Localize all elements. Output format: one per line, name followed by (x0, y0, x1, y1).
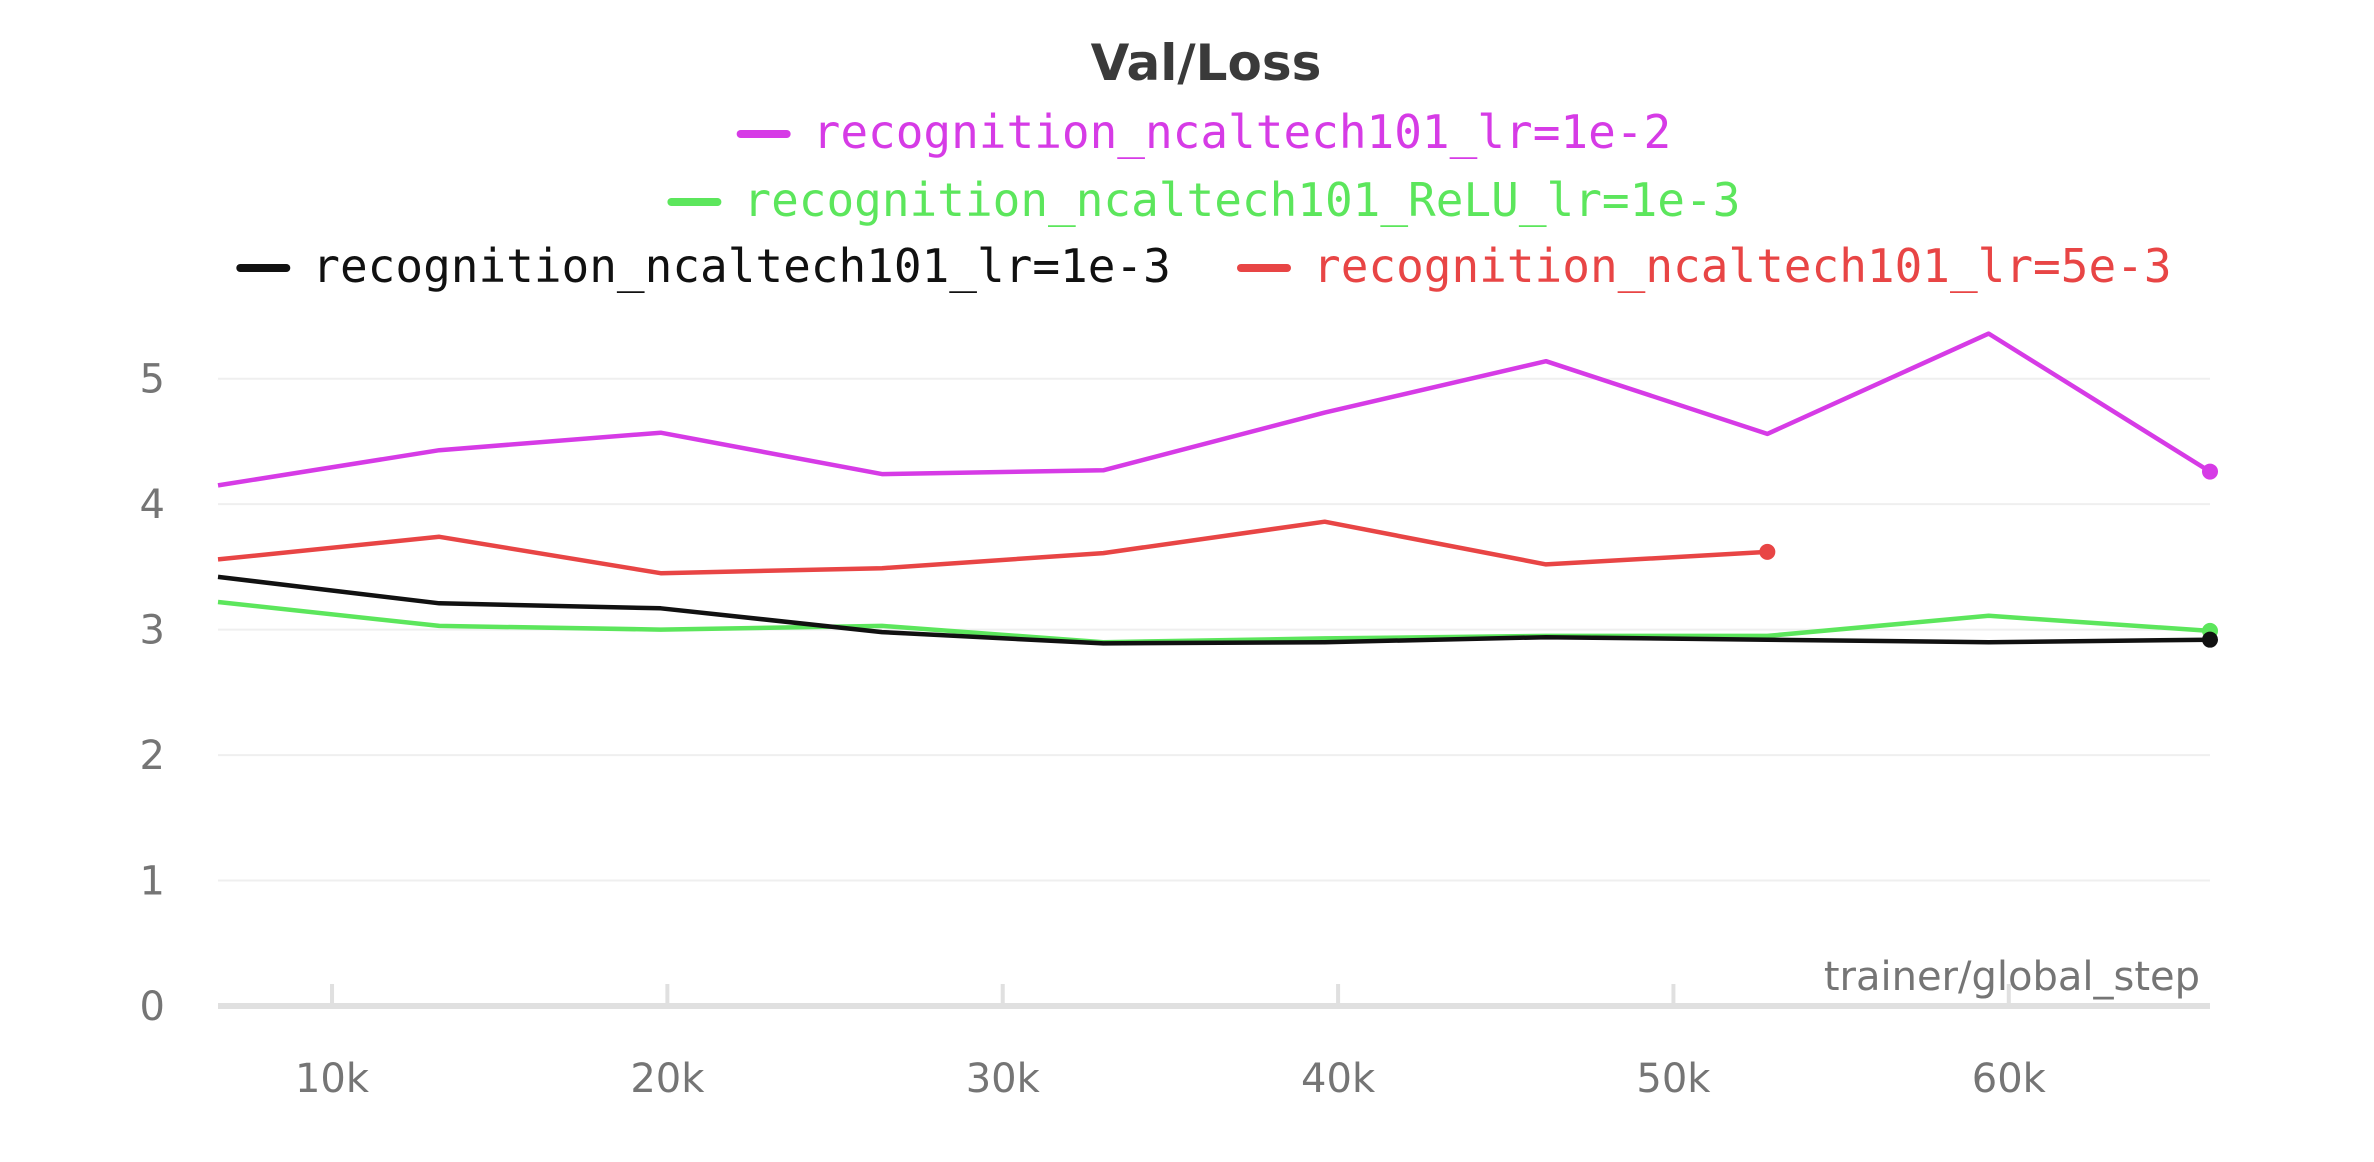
x-tick-label: 50k (1636, 1056, 1711, 1102)
y-tick-label: 3 (140, 608, 165, 654)
series-end-point (2202, 463, 2218, 480)
legend-label: recognition_ncaltech101_ReLU_lr=1e-3 (743, 173, 1740, 227)
legend-label: recognition_ncaltech101_lr=1e-2 (813, 105, 1672, 159)
chart-title: Val/Loss (1091, 34, 1322, 92)
x-axis-label: trainer/global_step (1824, 954, 2200, 1000)
x-tick-label: 60k (1972, 1056, 2047, 1102)
series-end-point (1759, 543, 1776, 560)
x-tick-label: 40k (1301, 1056, 1376, 1102)
y-tick-label: 5 (140, 357, 165, 403)
series-line (217, 599, 2211, 645)
y-tick-label: 2 (140, 733, 165, 779)
series-line (217, 519, 1768, 576)
series-end-point (2202, 631, 2218, 648)
axes: 0 1 2 3 4 5 10k 20k 30k 40k 50k 60k (140, 357, 2210, 1102)
series-line (217, 331, 2212, 488)
plot-area (217, 331, 2218, 648)
grid-lines (218, 377, 2210, 882)
x-tick-label: 30k (966, 1056, 1041, 1102)
y-tick-label: 1 (140, 859, 165, 905)
y-tick-label: 0 (140, 984, 165, 1030)
y-tick-label: 4 (140, 482, 165, 528)
legend-label: recognition_ncaltech101_lr=1e-3 (312, 239, 1171, 293)
x-tick-label: 10k (295, 1056, 370, 1102)
x-tick-label: 20k (630, 1056, 705, 1102)
legend: recognition_ncaltech101_lr=1e-2 recogniti… (236, 105, 2172, 293)
series-line (217, 574, 2211, 646)
legend-label: recognition_ncaltech101_lr=5e-3 (1313, 239, 2172, 293)
